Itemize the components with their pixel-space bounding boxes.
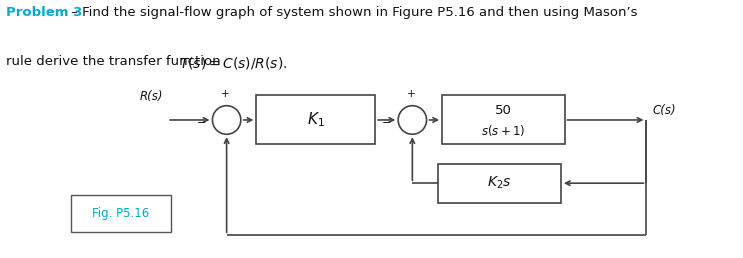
Text: $s(s+1)$: $s(s+1)$ (481, 123, 525, 138)
Text: $T(s) = C(s)/R(s).$: $T(s) = C(s)/R(s).$ (179, 55, 288, 71)
Bar (71, 195, 171, 232)
Text: −: − (383, 118, 392, 128)
Text: −: − (197, 118, 206, 128)
Text: $K_2s$: $K_2s$ (487, 175, 512, 191)
Text: rule derive the transfer function: rule derive the transfer function (6, 55, 225, 68)
Text: Problem 3: Problem 3 (6, 6, 82, 19)
Text: Fig. P5.16: Fig. P5.16 (92, 207, 149, 220)
Text: C(s): C(s) (652, 104, 676, 117)
Bar (256, 95, 375, 144)
Bar (438, 164, 561, 203)
Bar (442, 95, 565, 144)
Text: $K_1$: $K_1$ (307, 111, 325, 129)
Text: +: + (221, 89, 230, 99)
Text: +: + (406, 89, 415, 99)
Text: R(s): R(s) (140, 90, 163, 103)
Text: – Find the signal-flow graph of system shown in Figure P5.16 and then using Maso: – Find the signal-flow graph of system s… (67, 6, 637, 19)
Text: 50: 50 (495, 104, 512, 117)
